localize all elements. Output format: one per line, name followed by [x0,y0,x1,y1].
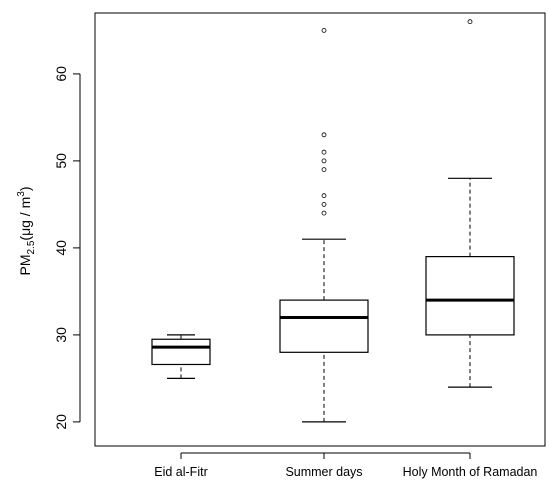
y-axis-label-close: ) [17,187,33,192]
x-tick-label: Summer days [285,465,362,479]
box-iqr [425,256,515,336]
y-axis-label: PM2.5(μg / m3) [16,187,37,276]
y-tick-label: 20 [53,414,69,430]
x-axis: Eid al-Fitr Summer days Holy Month of Rama… [154,452,538,479]
box-iqr [279,299,369,353]
box-group [151,19,515,423]
y-axis-label-open: (μg / m [17,197,33,241]
outlier-point [321,158,327,164]
x-tick-label: Eid al-Fitr [154,465,207,479]
outlier-point [321,132,327,138]
y-tick-label: 60 [53,66,69,82]
plot-frame [94,12,546,447]
y-axis-label-subscript: 2.5 [26,240,37,254]
outlier-point [321,149,327,155]
box-3 [425,19,515,388]
y-tick-label: 30 [53,327,69,343]
y-tick-label: 50 [53,153,69,169]
box-2 [279,27,369,423]
outlier-point [321,210,327,216]
box-iqr [151,338,211,366]
y-axis-label-base: PM [17,255,33,276]
x-tick-label: Holy Month of Ramadan [403,465,538,479]
box-1 [151,334,211,379]
y-axis-label-superscript: 3 [16,191,27,197]
y-axis: 20 30 40 50 60 [53,66,81,430]
outlier-point [321,193,327,199]
outlier-point [321,201,327,207]
outlier-point [467,19,473,25]
outlier-point [321,27,327,33]
outlier-point [321,167,327,173]
y-tick-label: 40 [53,240,69,256]
